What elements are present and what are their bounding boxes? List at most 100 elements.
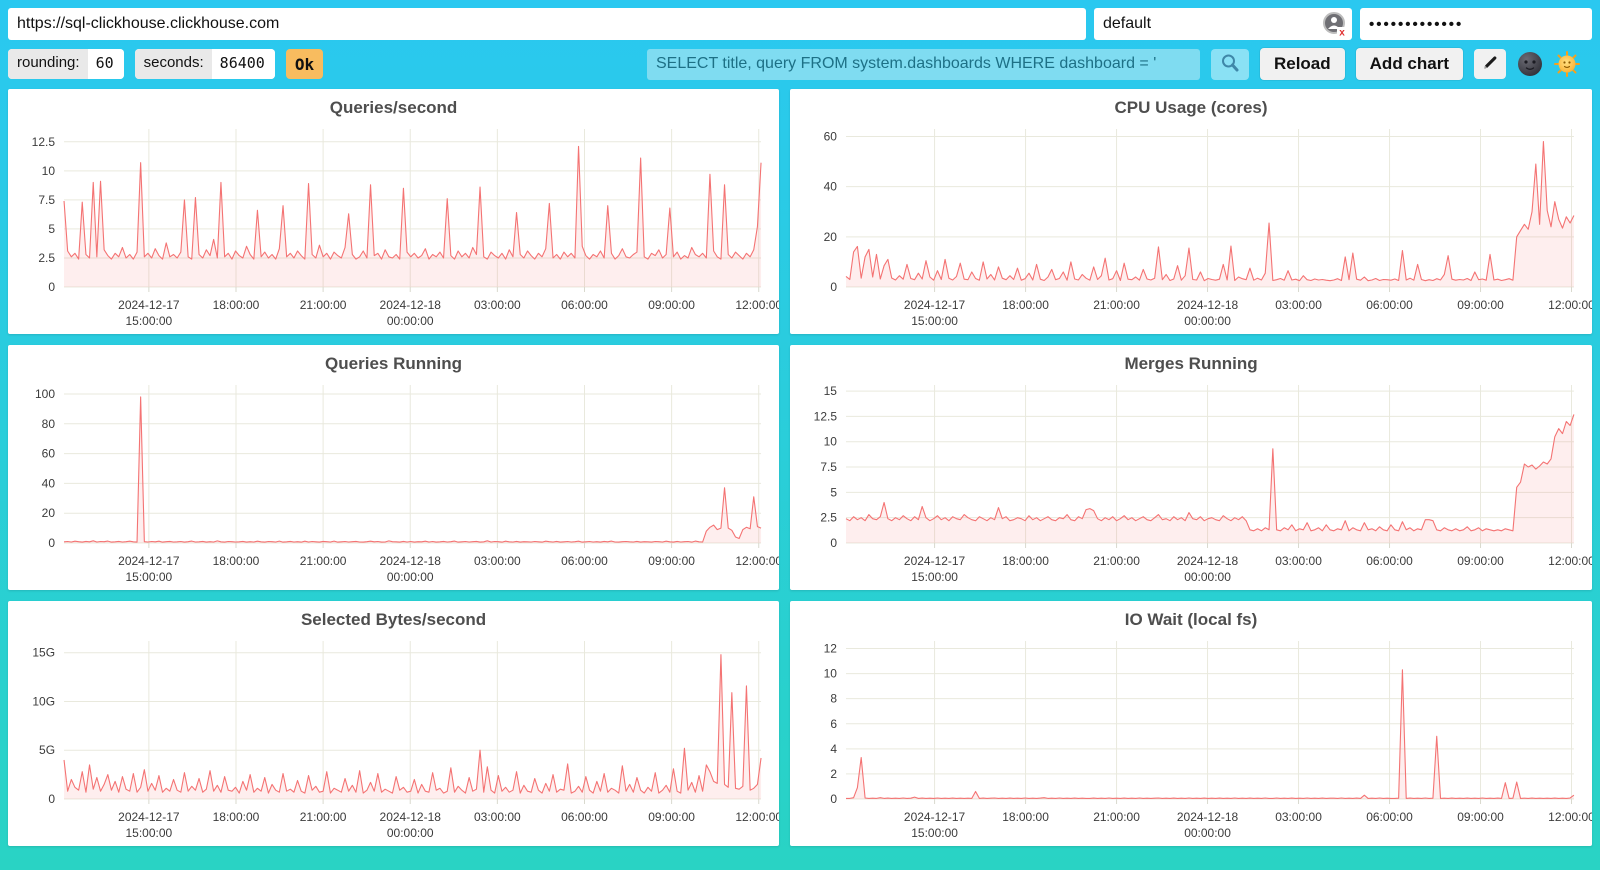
svg-text:15:00:00: 15:00:00 — [126, 570, 173, 584]
dark-theme-toggle[interactable] — [1517, 51, 1543, 77]
svg-text:18:00:00: 18:00:00 — [213, 298, 260, 312]
svg-text:12:00:00: 12:00:00 — [1548, 810, 1592, 824]
svg-text:15:00:00: 15:00:00 — [126, 826, 173, 840]
svg-text:80: 80 — [42, 417, 56, 431]
svg-text:0: 0 — [48, 792, 55, 806]
svg-text:03:00:00: 03:00:00 — [1275, 810, 1322, 824]
svg-text:5: 5 — [830, 485, 837, 499]
svg-text:03:00:00: 03:00:00 — [474, 554, 521, 568]
svg-text:06:00:00: 06:00:00 — [1366, 298, 1413, 312]
svg-text:2.5: 2.5 — [820, 511, 837, 525]
chart-title: Merges Running — [1124, 354, 1258, 373]
chart-title: Queries/second — [329, 98, 458, 117]
merges-running-plot[interactable]: 0 2.5 5 7.5 10 12.5 15 2024-12-17 15:00:00 18:00:… — [790, 377, 1592, 587]
svg-text:09:00:00: 09:00:00 — [1457, 554, 1504, 568]
svg-text:03:00:00: 03:00:00 — [474, 298, 521, 312]
svg-text:6: 6 — [830, 717, 837, 731]
dashboard-query-input[interactable] — [646, 48, 1200, 80]
io-wait-plot[interactable]: 0 2 4 6 8 10 12 2024-12-17 15:00:00 18:00:00 21:00… — [790, 633, 1592, 843]
pencil-icon — [1481, 53, 1500, 75]
chart-title: Selected Bytes/second — [300, 610, 487, 629]
svg-text:2024-12-18: 2024-12-18 — [1177, 810, 1239, 824]
password-input[interactable] — [1360, 8, 1592, 40]
svg-text:18:00:00: 18:00:00 — [213, 810, 260, 824]
svg-text:2024-12-17: 2024-12-17 — [904, 810, 966, 824]
cpu-usage-plot[interactable]: 0 20 40 60 2024-12-17 15:00:00 18:00:00 21:00:0… — [790, 121, 1592, 331]
svg-text:4: 4 — [830, 742, 837, 756]
svg-text:2.5: 2.5 — [38, 251, 55, 265]
svg-text:60: 60 — [42, 447, 56, 461]
seconds-value[interactable]: 86400 — [211, 49, 275, 79]
svg-text:00:00:00: 00:00:00 — [387, 826, 434, 840]
queries-per-second-plot[interactable]: 0 2.5 5 7.5 10 12.5 2024-12-17 15:00:00 18:00:00… — [8, 121, 779, 331]
svg-text:21:00:00: 21:00:00 — [1093, 810, 1140, 824]
svg-text:15:00:00: 15:00:00 — [911, 826, 958, 840]
svg-text:10: 10 — [824, 667, 838, 681]
add-chart-button[interactable]: Add chart — [1355, 48, 1463, 80]
svg-text:15G: 15G — [32, 646, 55, 660]
svg-text:21:00:00: 21:00:00 — [300, 810, 347, 824]
magnifier-icon — [1219, 52, 1241, 77]
svg-text:12:00:00: 12:00:00 — [735, 298, 779, 312]
svg-text:0: 0 — [830, 280, 837, 294]
svg-text:8: 8 — [830, 692, 837, 706]
svg-text:2024-12-18: 2024-12-18 — [1177, 298, 1239, 312]
svg-text:12:00:00: 12:00:00 — [735, 554, 779, 568]
svg-text:2024-12-17: 2024-12-17 — [904, 298, 966, 312]
svg-text:2: 2 — [830, 767, 837, 781]
svg-text:18:00:00: 18:00:00 — [1002, 298, 1049, 312]
svg-text:21:00:00: 21:00:00 — [1093, 298, 1140, 312]
chart-title: CPU Usage (cores) — [1114, 98, 1268, 117]
chart-title: IO Wait (local fs) — [1124, 610, 1258, 629]
svg-text:2024-12-18: 2024-12-18 — [380, 298, 442, 312]
edit-button[interactable] — [1474, 49, 1506, 79]
svg-text:09:00:00: 09:00:00 — [1457, 298, 1504, 312]
svg-text:2024-12-17: 2024-12-17 — [118, 554, 180, 568]
svg-text:10: 10 — [42, 164, 56, 178]
dashboard-grid: Queries/second 0 2.5 5 7.5 10 12.5 2024-12-17 1… — [0, 81, 1600, 846]
run-query-button[interactable] — [1210, 48, 1249, 80]
broken-image-icon: x — [1321, 11, 1348, 39]
svg-text:09:00:00: 09:00:00 — [648, 554, 695, 568]
seconds-label: seconds: — [134, 49, 212, 79]
rounding-value[interactable]: 60 — [87, 49, 124, 79]
svg-text:15:00:00: 15:00:00 — [911, 570, 958, 584]
svg-text:09:00:00: 09:00:00 — [648, 810, 695, 824]
user-input[interactable] — [1094, 8, 1352, 40]
svg-text:09:00:00: 09:00:00 — [1457, 810, 1504, 824]
svg-text:18:00:00: 18:00:00 — [1002, 810, 1049, 824]
chart-panel-merges-running: Merges Running 0 2.5 5 7.5 10 12.5 15 2024-12-1… — [790, 345, 1592, 590]
svg-text:06:00:00: 06:00:00 — [561, 298, 608, 312]
svg-text:2024-12-18: 2024-12-18 — [380, 810, 442, 824]
moon-face-icon — [1518, 52, 1542, 76]
light-theme-toggle[interactable] — [1554, 51, 1580, 77]
svg-text:06:00:00: 06:00:00 — [1366, 810, 1413, 824]
server-url-input[interactable] — [8, 8, 1086, 40]
svg-text:18:00:00: 18:00:00 — [213, 554, 260, 568]
ok-button[interactable]: Ok — [285, 49, 324, 79]
svg-text:15:00:00: 15:00:00 — [126, 314, 173, 328]
chart-panel-selected-bytes: Selected Bytes/second 0 5G 10G 15G 2024-12-1… — [8, 601, 780, 846]
queries-running-plot[interactable]: 0 20 40 60 80 100 2024-12-17 15:00:00 18:00:00 21… — [8, 377, 779, 587]
selected-bytes-plot[interactable]: 0 5G 10G 15G 2024-12-17 15:00:00 18:00:00 21:00… — [8, 633, 779, 843]
svg-text:20: 20 — [42, 506, 56, 520]
svg-text:03:00:00: 03:00:00 — [1275, 554, 1322, 568]
svg-text:40: 40 — [824, 180, 838, 194]
svg-text:0: 0 — [830, 536, 837, 550]
svg-text:2024-12-18: 2024-12-18 — [380, 554, 442, 568]
svg-text:12.5: 12.5 — [814, 409, 838, 423]
user-field-wrap: x — [1094, 8, 1352, 40]
svg-text:5G: 5G — [39, 743, 55, 757]
svg-text:2024-12-17: 2024-12-17 — [118, 298, 180, 312]
svg-text:12:00:00: 12:00:00 — [1548, 554, 1592, 568]
svg-text:00:00:00: 00:00:00 — [387, 570, 434, 584]
svg-text:00:00:00: 00:00:00 — [1184, 570, 1231, 584]
reload-button[interactable]: Reload — [1259, 48, 1345, 80]
svg-text:21:00:00: 21:00:00 — [1093, 554, 1140, 568]
svg-text:0: 0 — [830, 792, 837, 806]
svg-text:00:00:00: 00:00:00 — [1184, 826, 1231, 840]
svg-text:100: 100 — [35, 387, 55, 401]
svg-text:09:00:00: 09:00:00 — [648, 298, 695, 312]
sun-face-icon — [1554, 51, 1580, 77]
svg-text:40: 40 — [42, 476, 56, 490]
